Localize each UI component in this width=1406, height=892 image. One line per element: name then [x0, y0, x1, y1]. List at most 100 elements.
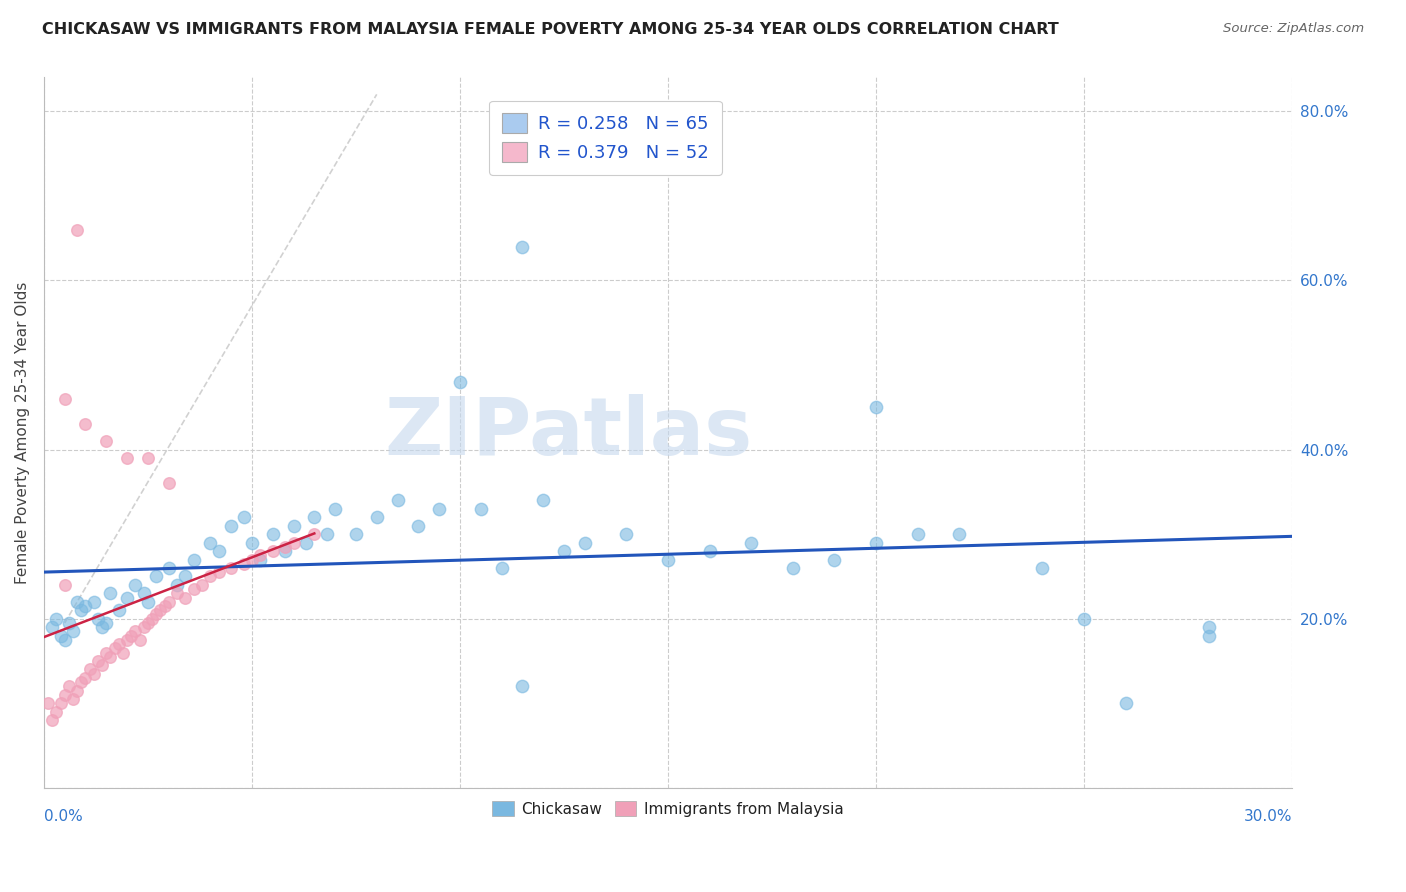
Point [553, 544, 575, 558]
Point [87, 612, 110, 626]
Point [207, 544, 229, 558]
Point [232, 557, 254, 571]
Point [200, 535, 222, 549]
Point [510, 239, 533, 253]
Point [49, 629, 72, 643]
Point [344, 527, 367, 541]
Point [157, 476, 180, 491]
Point [91, 620, 114, 634]
Point [249, 549, 271, 563]
Point [240, 552, 263, 566]
Text: 30.0%: 30.0% [1243, 809, 1292, 824]
Text: Source: ZipAtlas.com: Source: ZipAtlas.com [1223, 22, 1364, 36]
Point [136, 450, 159, 465]
Point [865, 535, 887, 549]
Point [1031, 561, 1053, 575]
Point [115, 632, 138, 647]
Point [115, 450, 138, 465]
Point [823, 552, 845, 566]
Point [907, 527, 929, 541]
Point [449, 375, 471, 389]
Point [132, 620, 155, 634]
Point [104, 641, 127, 656]
Point [183, 582, 205, 596]
Legend: Chickasaw, Immigrants from Malaysia: Chickasaw, Immigrants from Malaysia [486, 795, 849, 822]
Point [531, 493, 554, 508]
Point [491, 561, 513, 575]
Point [427, 501, 450, 516]
Point [657, 552, 679, 566]
Point [1198, 620, 1220, 634]
Point [510, 679, 533, 693]
Point [75, 417, 97, 432]
Point [120, 629, 142, 643]
Text: CHICKASAW VS IMMIGRANTS FROM MALAYSIA FEMALE POVERTY AMONG 25-34 YEAR OLDS CORRE: CHICKASAW VS IMMIGRANTS FROM MALAYSIA FE… [42, 22, 1059, 37]
Point [262, 544, 284, 558]
Point [53, 578, 76, 592]
Point [166, 578, 188, 592]
Point [62, 624, 84, 639]
Point [295, 535, 318, 549]
Point [699, 544, 721, 558]
Point [153, 599, 176, 613]
Point [574, 535, 596, 549]
Point [157, 595, 180, 609]
Point [191, 578, 214, 592]
Point [149, 603, 172, 617]
Point [782, 561, 804, 575]
Point [75, 599, 97, 613]
Point [100, 649, 122, 664]
Point [304, 527, 326, 541]
Point [53, 688, 76, 702]
Point [240, 535, 263, 549]
Point [174, 569, 197, 583]
Point [53, 392, 76, 406]
Point [174, 591, 197, 605]
Point [70, 675, 93, 690]
Point [115, 591, 138, 605]
Point [53, 632, 76, 647]
Point [1115, 696, 1137, 710]
Point [62, 692, 84, 706]
Point [283, 518, 305, 533]
Point [183, 552, 205, 566]
Point [132, 586, 155, 600]
Point [58, 679, 80, 693]
Point [124, 578, 146, 592]
Point [96, 615, 118, 630]
Point [274, 544, 297, 558]
Y-axis label: Female Poverty Among 25-34 Year Olds: Female Poverty Among 25-34 Year Olds [15, 282, 30, 584]
Point [323, 501, 346, 516]
Point [219, 561, 242, 575]
Point [136, 595, 159, 609]
Point [66, 595, 89, 609]
Point [100, 586, 122, 600]
Point [37, 696, 59, 710]
Point [87, 654, 110, 668]
Point [232, 510, 254, 524]
Point [1073, 612, 1095, 626]
Point [45, 612, 67, 626]
Point [58, 615, 80, 630]
Point [111, 646, 134, 660]
Point [141, 612, 163, 626]
Point [75, 671, 97, 685]
Point [96, 434, 118, 449]
Point [66, 222, 89, 236]
Point [70, 603, 93, 617]
Text: ZIPatlas: ZIPatlas [384, 393, 752, 472]
Point [1198, 629, 1220, 643]
Point [124, 624, 146, 639]
Text: 0.0%: 0.0% [44, 809, 83, 824]
Point [366, 510, 388, 524]
Point [66, 683, 89, 698]
Point [96, 646, 118, 660]
Point [948, 527, 970, 541]
Point [128, 632, 150, 647]
Point [387, 493, 409, 508]
Point [41, 620, 63, 634]
Point [157, 561, 180, 575]
Point [83, 595, 105, 609]
Point [41, 713, 63, 727]
Point [49, 696, 72, 710]
